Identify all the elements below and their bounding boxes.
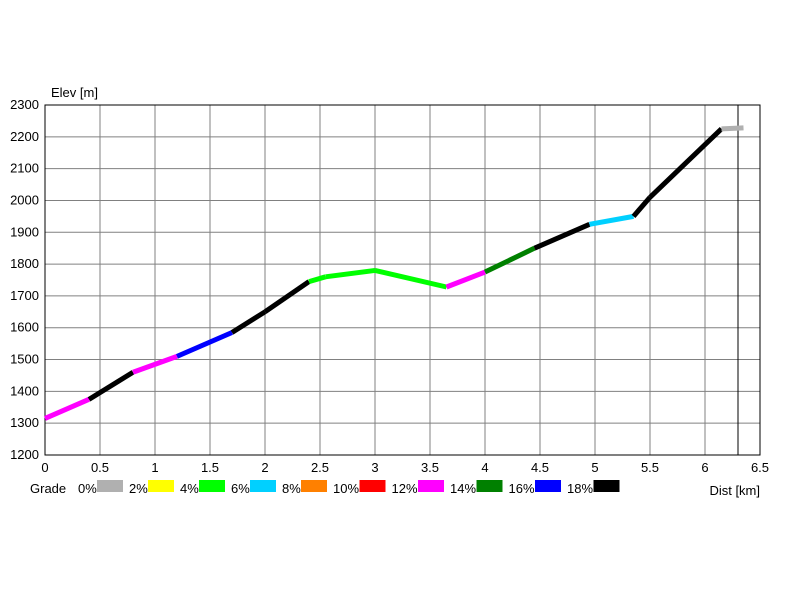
legend-item-label: 6% xyxy=(231,481,250,496)
svg-text:2: 2 xyxy=(261,460,268,475)
legend-item-label: 8% xyxy=(282,481,301,496)
svg-text:2.5: 2.5 xyxy=(311,460,329,475)
svg-text:1.5: 1.5 xyxy=(201,460,219,475)
svg-text:5: 5 xyxy=(591,460,598,475)
svg-text:0: 0 xyxy=(41,460,48,475)
legend-item-label: 12% xyxy=(392,481,418,496)
svg-text:3: 3 xyxy=(371,460,378,475)
legend-item-label: 18% xyxy=(567,481,593,496)
svg-text:6.5: 6.5 xyxy=(751,460,769,475)
svg-text:2200: 2200 xyxy=(10,129,39,144)
svg-text:1: 1 xyxy=(151,460,158,475)
legend-swatch xyxy=(535,480,561,492)
svg-text:6: 6 xyxy=(701,460,708,475)
legend-item-label: 2% xyxy=(129,481,148,496)
legend-swatch xyxy=(594,480,620,492)
svg-text:4: 4 xyxy=(481,460,488,475)
svg-text:1300: 1300 xyxy=(10,415,39,430)
svg-text:2100: 2100 xyxy=(10,161,39,176)
svg-text:0.5: 0.5 xyxy=(91,460,109,475)
svg-text:1900: 1900 xyxy=(10,224,39,239)
svg-text:1200: 1200 xyxy=(10,447,39,462)
svg-text:3.5: 3.5 xyxy=(421,460,439,475)
svg-text:1400: 1400 xyxy=(10,383,39,398)
legend-swatch xyxy=(97,480,123,492)
legend-swatch xyxy=(301,480,327,492)
legend-title: Grade xyxy=(30,481,66,496)
legend-swatch xyxy=(477,480,503,492)
svg-text:2300: 2300 xyxy=(10,97,39,112)
legend-swatch xyxy=(250,480,276,492)
svg-text:1600: 1600 xyxy=(10,320,39,335)
x-axis-label: Dist [km] xyxy=(709,483,760,498)
svg-text:5.5: 5.5 xyxy=(641,460,659,475)
legend-item-label: 14% xyxy=(450,481,476,496)
legend-item-label: 10% xyxy=(333,481,359,496)
svg-text:1700: 1700 xyxy=(10,288,39,303)
elevation-profile-chart: 0 0.5 1 1.5 2 2.5 3 3.5 4 4.5 5 5.5 6 6.5 1200 1300 1400… xyxy=(0,0,800,600)
y-axis-label: Elev [m] xyxy=(51,85,98,100)
svg-text:4.5: 4.5 xyxy=(531,460,549,475)
legend-swatch xyxy=(360,480,386,492)
legend-item-label: 4% xyxy=(180,481,199,496)
legend-swatch xyxy=(199,480,225,492)
svg-text:1800: 1800 xyxy=(10,256,39,271)
legend-item-label: 0% xyxy=(78,481,97,496)
legend-swatch xyxy=(148,480,174,492)
svg-text:1500: 1500 xyxy=(10,352,39,367)
svg-text:2000: 2000 xyxy=(10,192,39,207)
legend-item-label: 16% xyxy=(509,481,535,496)
legend-swatch xyxy=(418,480,444,492)
